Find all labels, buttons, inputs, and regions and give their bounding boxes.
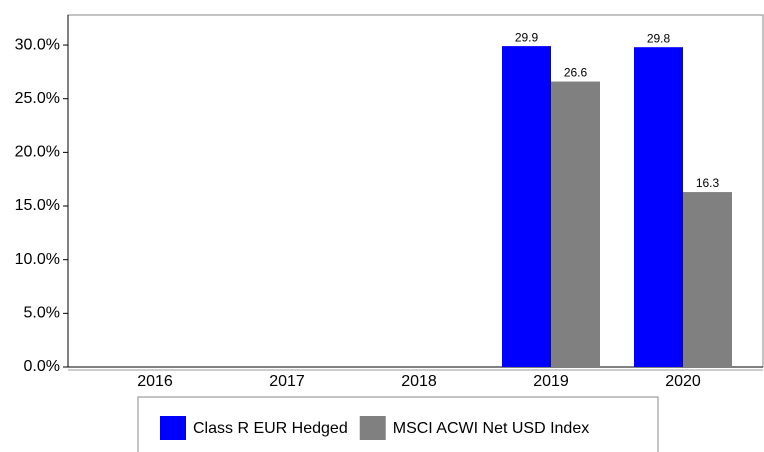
x-tick-label: 2016	[137, 373, 173, 390]
bar	[502, 46, 551, 368]
x-tick-label: 2020	[665, 373, 701, 390]
y-tick-label: 15.0%	[15, 197, 60, 214]
y-tick-label: 20.0%	[15, 144, 60, 161]
legend-box	[137, 396, 659, 452]
legend-swatch	[160, 416, 186, 440]
value-label: 26.6	[564, 66, 588, 80]
y-tick-label: 0.0%	[24, 358, 60, 375]
x-tick-label: 2017	[269, 373, 305, 390]
x-tick-label: 2019	[533, 373, 569, 390]
value-label: 16.3	[696, 176, 720, 190]
y-tick-label: 30.0%	[15, 36, 60, 53]
legend-label: MSCI ACWI Net USD Index	[393, 420, 590, 437]
bar	[551, 81, 600, 367]
legend-label: Class R EUR Hedged	[193, 420, 348, 437]
legend-swatch	[359, 416, 386, 440]
y-tick-label: 25.0%	[15, 90, 60, 107]
x-tick-label: 2018	[401, 373, 437, 390]
bar	[683, 192, 732, 367]
y-tick-label: 5.0%	[24, 305, 60, 322]
value-label: 29.9	[515, 30, 539, 44]
value-label: 29.8	[647, 31, 671, 45]
y-tick-label: 10.0%	[15, 251, 60, 268]
bar	[634, 47, 683, 367]
